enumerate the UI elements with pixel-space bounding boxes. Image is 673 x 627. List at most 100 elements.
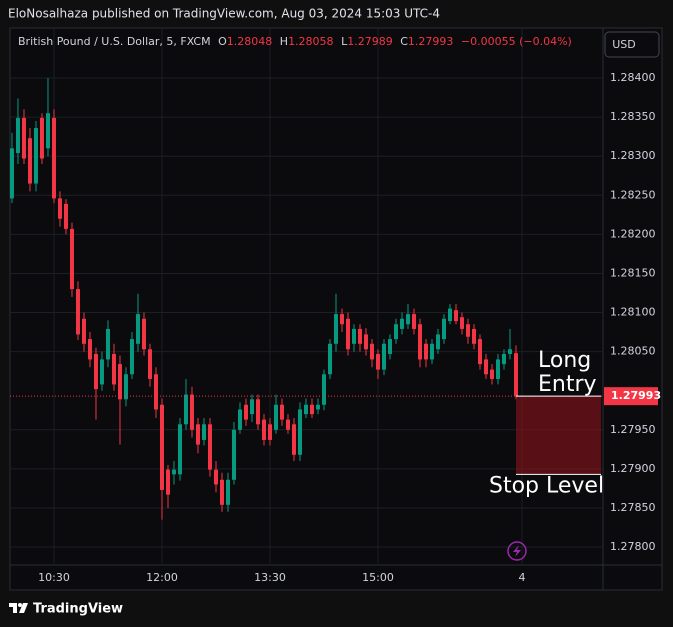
candle-body xyxy=(291,424,296,455)
candle-body xyxy=(237,409,242,430)
candle-body xyxy=(387,339,392,354)
candle-body xyxy=(369,343,374,360)
currency-label[interactable]: USD xyxy=(612,38,636,51)
candle-body xyxy=(477,339,482,365)
candle-body xyxy=(297,409,302,455)
footer-logo xyxy=(9,603,28,613)
candle-body xyxy=(63,203,68,229)
candle-body xyxy=(327,343,332,375)
currency-button[interactable] xyxy=(604,31,660,58)
candle-body xyxy=(267,424,272,440)
candle-body xyxy=(123,374,128,400)
candle-body xyxy=(147,349,152,379)
entry-label: Entry xyxy=(538,372,597,397)
candle-body xyxy=(285,419,290,430)
candle-body xyxy=(255,399,260,425)
change: −0.00055 (−0.04%) xyxy=(461,35,572,48)
candle-body xyxy=(225,479,230,505)
candle-body xyxy=(357,328,362,344)
candle-body xyxy=(261,419,266,440)
candle-body xyxy=(15,117,20,154)
y-tick-label: 1.28400 xyxy=(610,71,656,84)
candle-body xyxy=(93,353,98,390)
candles xyxy=(9,78,518,520)
candle-body xyxy=(219,479,224,505)
candle-body xyxy=(177,424,182,475)
candle-body xyxy=(207,424,212,470)
y-tick-label: 1.28050 xyxy=(610,345,656,358)
ohlc-key: H xyxy=(280,35,288,48)
candle-body xyxy=(381,343,386,370)
candle-body xyxy=(273,404,278,430)
logo-shape xyxy=(9,603,17,613)
candle-body xyxy=(51,117,56,199)
candle-body xyxy=(171,469,176,475)
last-price-box xyxy=(604,387,658,406)
candle-body xyxy=(465,324,470,337)
last-price-label: 1.27993 xyxy=(611,389,661,402)
candle-body xyxy=(489,369,494,379)
candle-body xyxy=(321,374,326,405)
candle-body xyxy=(129,339,134,375)
candle-body xyxy=(303,404,308,415)
candle-body xyxy=(21,117,26,159)
candle-body xyxy=(135,314,140,344)
x-tick-label: 10:30 xyxy=(38,571,70,584)
candle-body xyxy=(165,469,170,495)
candle-body xyxy=(195,424,200,445)
candle-body xyxy=(333,314,338,344)
candle-body xyxy=(501,353,506,365)
candle-body xyxy=(189,394,194,430)
candle-body xyxy=(375,353,380,370)
candle-body xyxy=(69,228,74,290)
candle-body xyxy=(351,328,356,344)
candle-body xyxy=(453,310,458,322)
candle-body xyxy=(399,318,404,329)
candle-body xyxy=(417,324,422,360)
candle-body xyxy=(27,138,32,184)
candle-body xyxy=(339,314,344,325)
publish-header: EloNosalhaza published on TradingView.co… xyxy=(8,7,440,21)
candle-body xyxy=(81,318,86,344)
events-icon[interactable] xyxy=(507,541,527,561)
y-tick-label: 1.28100 xyxy=(610,306,656,319)
candle-body xyxy=(345,318,350,350)
candle-body xyxy=(423,343,428,360)
candle-body xyxy=(435,334,440,350)
candle-body xyxy=(75,289,80,335)
candle-body xyxy=(483,359,488,375)
candle-body xyxy=(231,429,236,480)
x-tick-label: 13:30 xyxy=(254,571,286,584)
candle-body xyxy=(393,324,398,340)
candle-body xyxy=(459,317,464,329)
x-tick-label: 4 xyxy=(518,571,525,584)
candle-body xyxy=(363,334,368,350)
candle-body xyxy=(111,353,116,385)
candle-body xyxy=(99,359,104,385)
ohlc-key: O xyxy=(218,35,227,48)
ohlc-key: L xyxy=(341,35,348,48)
candle-body xyxy=(141,318,146,350)
candle-body xyxy=(309,404,314,415)
candle-body xyxy=(57,198,62,219)
candle-body xyxy=(153,374,158,410)
candle-body xyxy=(249,399,254,415)
y-tick-label: 1.28300 xyxy=(610,149,656,162)
candle-body xyxy=(441,318,446,340)
candle-body xyxy=(411,314,416,329)
candle-body xyxy=(159,404,164,490)
y-tick-label: 1.28200 xyxy=(610,227,656,240)
logo-dot xyxy=(18,603,22,607)
symbol: British Pound / U.S. Dollar, 5, FXCM xyxy=(18,35,211,48)
candle-body xyxy=(429,343,434,360)
candle-body xyxy=(105,328,110,360)
candle-body xyxy=(279,404,284,420)
y-tick-label: 1.27950 xyxy=(610,423,656,436)
y-tick-label: 1.28350 xyxy=(610,110,656,123)
candle-body xyxy=(243,404,248,420)
logo-shape xyxy=(19,603,28,613)
candle-body xyxy=(9,148,14,199)
risk-zone xyxy=(515,396,601,475)
